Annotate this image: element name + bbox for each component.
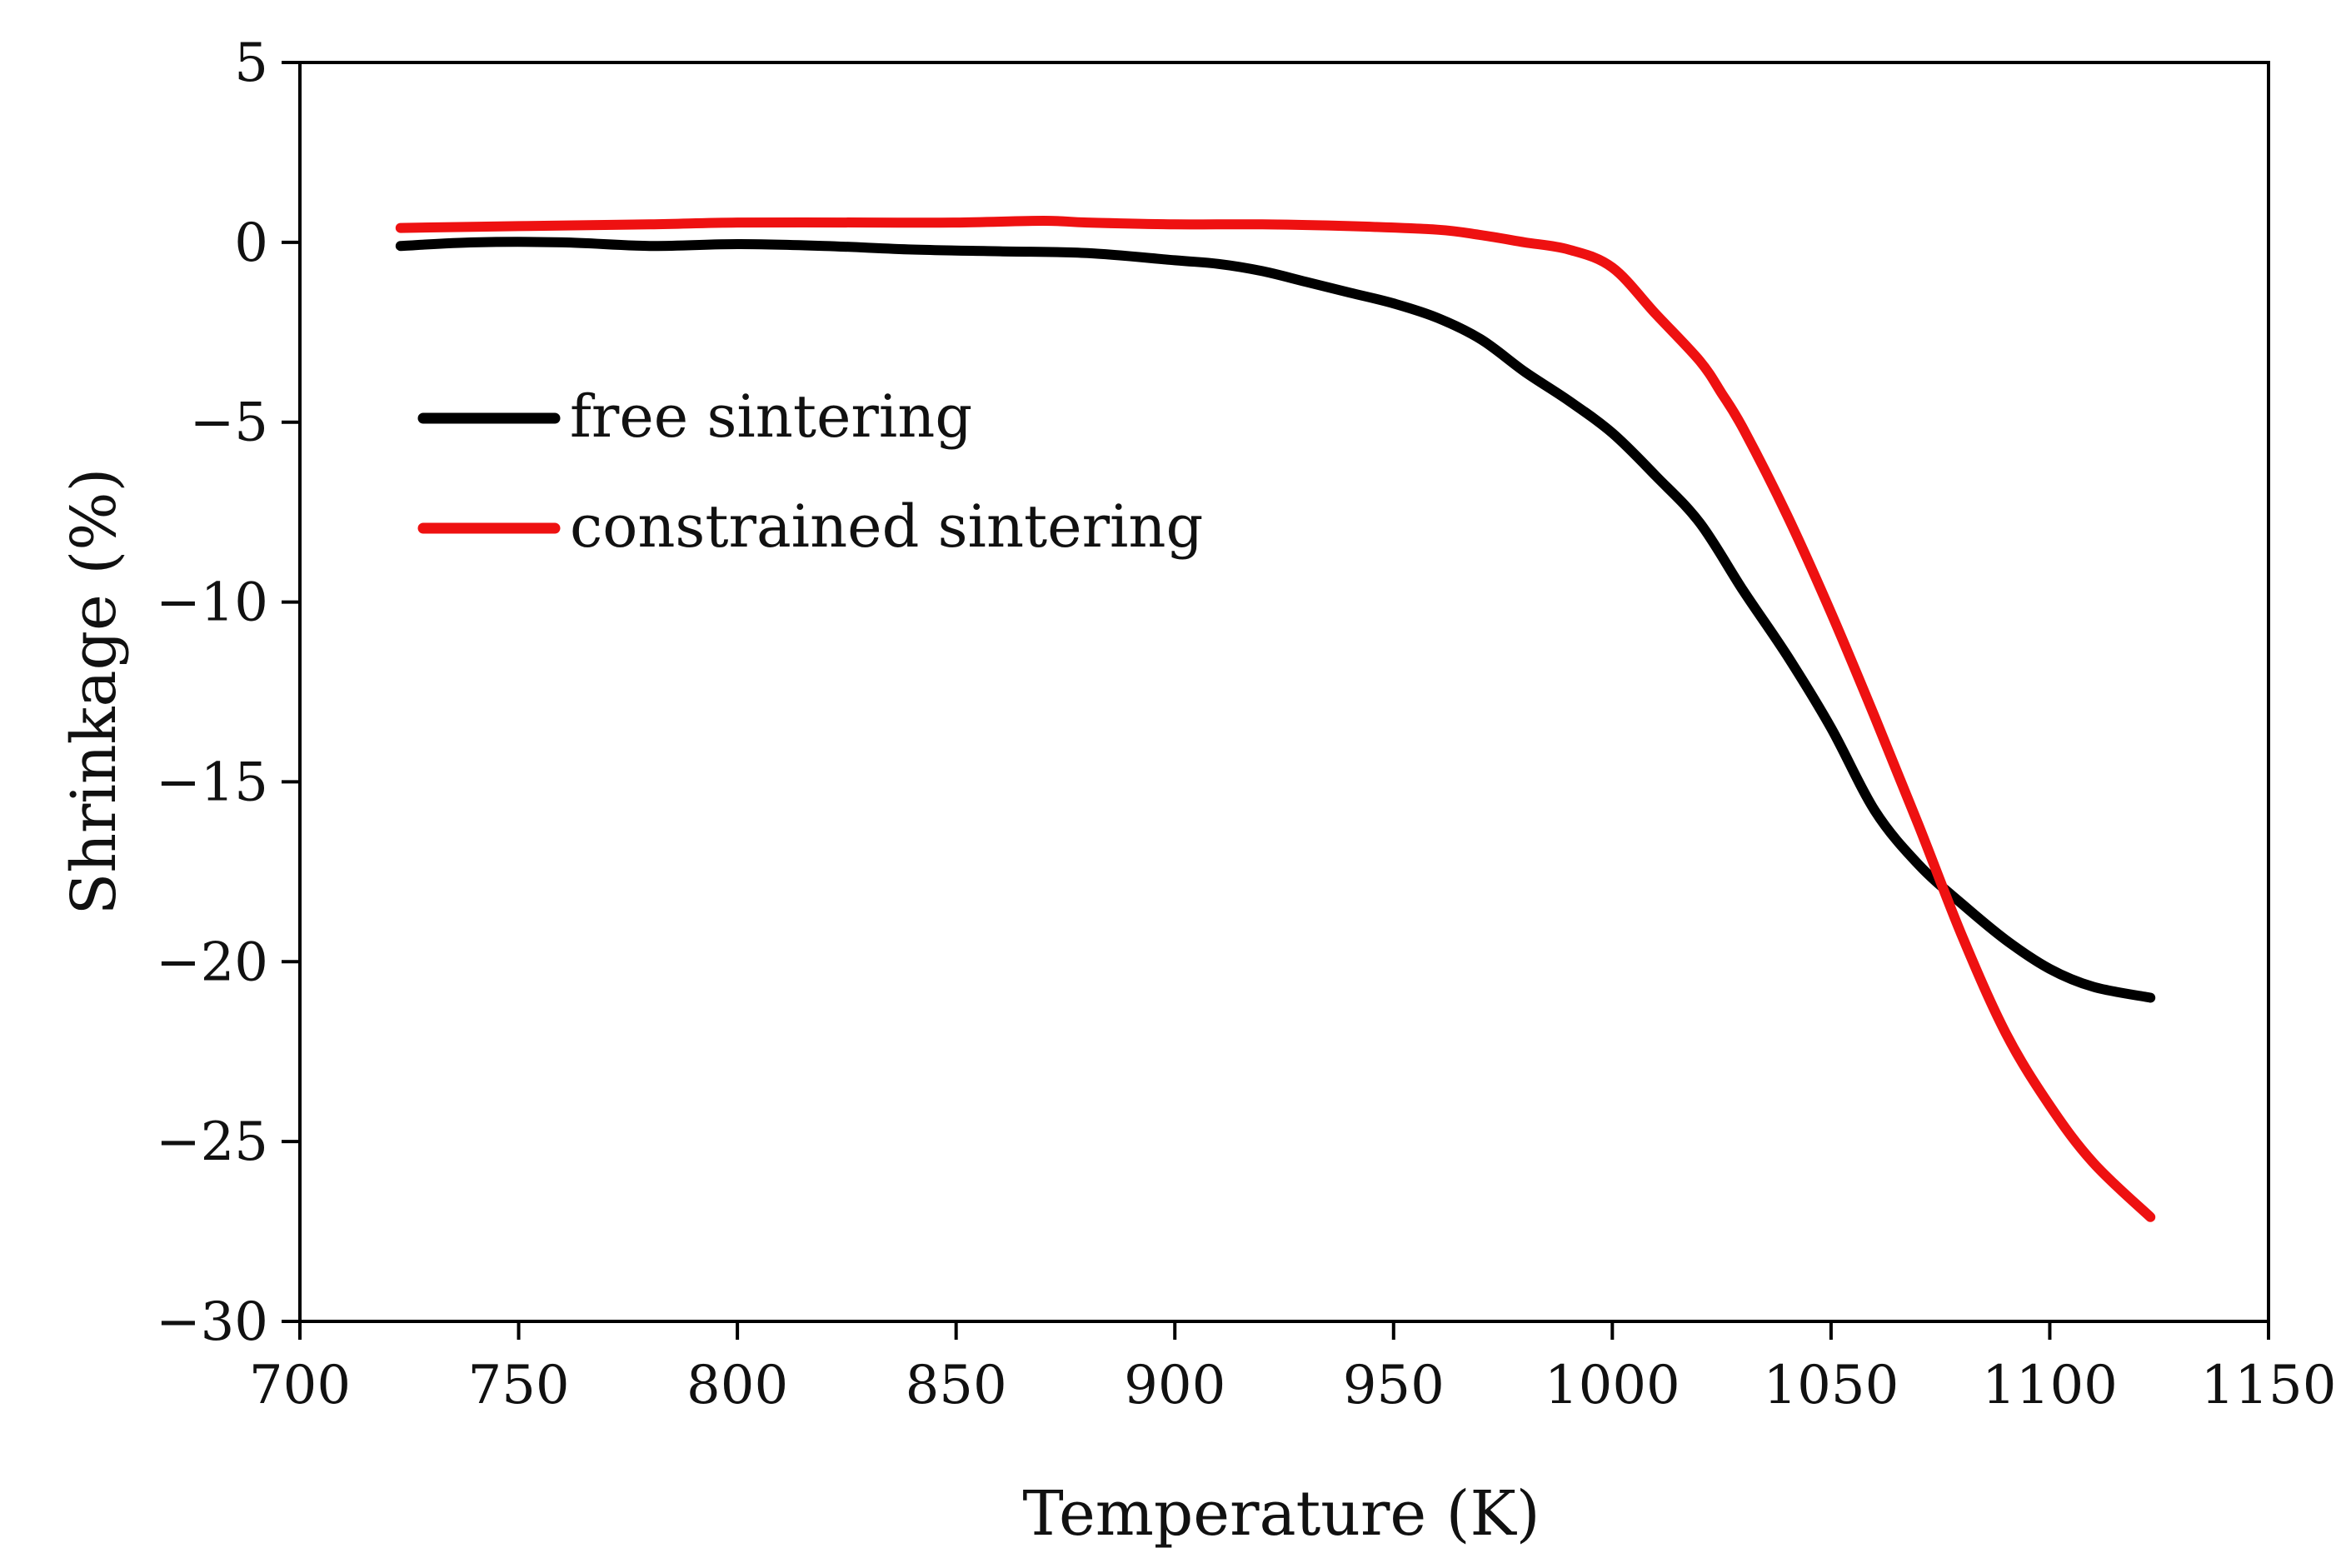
x-tick-label: 1100	[1982, 1355, 2118, 1416]
series-line-constrained-sintering	[395, 216, 2156, 1222]
x-tick-label: 900	[1124, 1355, 1225, 1416]
y-tick-label: 5	[234, 32, 268, 94]
x-tick-label: 1150	[2201, 1355, 2337, 1416]
legend-label-free-sintering: free sintering	[570, 382, 972, 451]
x-axis: 700 750 800 850 900 950 1000 1050 1100 1150	[249, 1321, 2337, 1416]
y-tick-label: −20	[156, 931, 268, 993]
series-line-free-sintering	[395, 237, 2156, 1003]
y-axis: 5 0 −5 −10 −15 −20 −25 −30	[156, 32, 300, 1353]
legend: free sintering constrained sintering	[417, 382, 1203, 561]
y-tick-label: −15	[156, 752, 268, 813]
x-tick-label: 700	[249, 1355, 351, 1416]
x-tick-label: 800	[686, 1355, 788, 1416]
x-tick-label: 1000	[1545, 1355, 1680, 1416]
series-layer	[395, 216, 2156, 1222]
x-tick-label: 750	[467, 1355, 569, 1416]
y-tick-label: −10	[156, 572, 268, 634]
legend-label-constrained-sintering: constrained sintering	[570, 492, 1203, 561]
y-tick-label: −30	[156, 1291, 268, 1353]
plot-area	[298, 61, 2270, 1323]
x-tick-label: 950	[1343, 1355, 1445, 1416]
y-tick-label: −5	[190, 392, 268, 454]
y-tick-label: −25	[156, 1111, 268, 1173]
x-axis-title: Temperature (K)	[1022, 1478, 1540, 1550]
x-tick-label: 1050	[1763, 1355, 1899, 1416]
x-tick-label: 850	[906, 1355, 1007, 1416]
y-tick-label: 0	[234, 212, 268, 274]
y-axis-title: Shrinkage (%)	[58, 468, 130, 916]
plot-border	[298, 61, 2270, 1323]
